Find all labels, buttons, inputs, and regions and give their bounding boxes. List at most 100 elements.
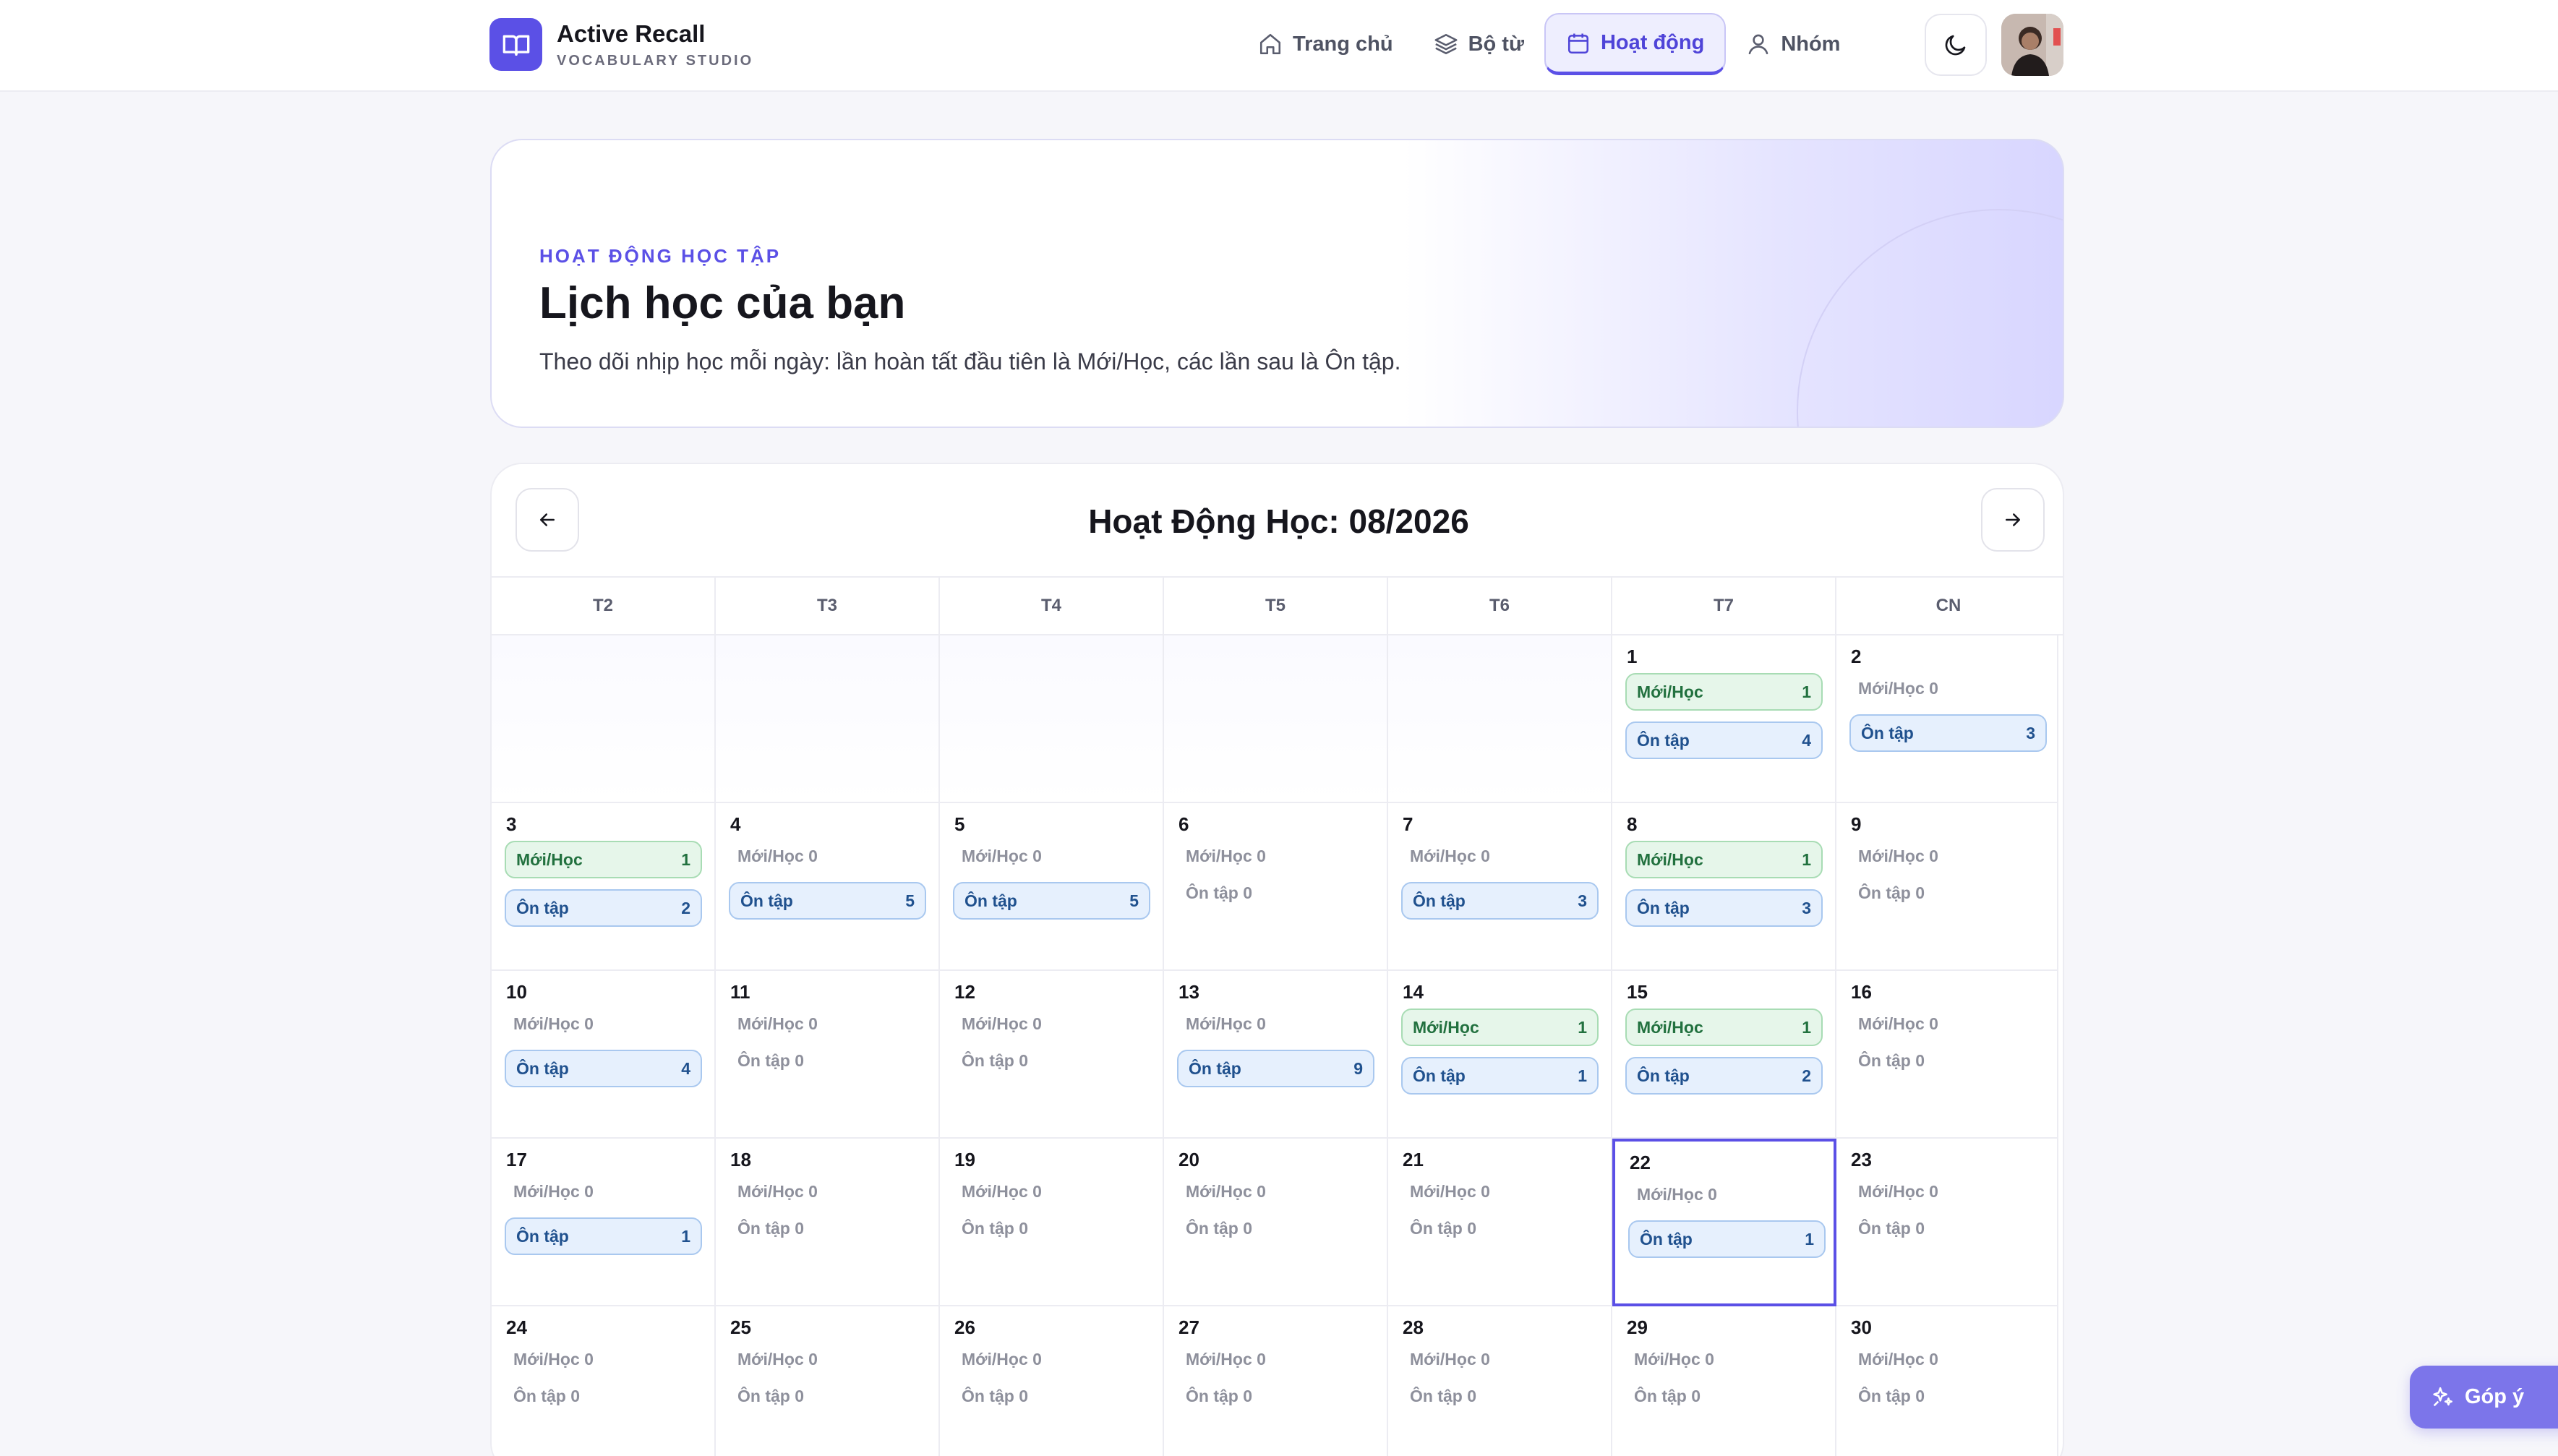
new-learn-count: 0	[808, 847, 818, 865]
day-cell[interactable]: 12 Mới/Học 0 Ôn tập 0	[940, 971, 1164, 1139]
review-stat: Ôn tập 0	[737, 1051, 804, 1071]
nav-activity[interactable]: Hoạt động	[1544, 13, 1727, 75]
nav-group[interactable]: Nhóm	[1726, 13, 1860, 75]
review-label: Ôn tập	[962, 1387, 1014, 1405]
day-cell[interactable]: 8 Mới/Học 1 Ôn tập 3	[1612, 803, 1836, 971]
weekday-header: T2 T3 T4 T5 T6 T7 CN	[492, 576, 2063, 635]
day-cell[interactable]: 17 Mới/Học 0 Ôn tập 1	[492, 1139, 716, 1306]
day-cell[interactable]: 25 Mới/Học 0 Ôn tập 0	[716, 1306, 940, 1456]
review-stat: Ôn tập 0	[737, 1387, 804, 1406]
new-learn-count: 0	[808, 1350, 818, 1369]
review-label: Ôn tập	[964, 891, 1017, 910]
hero-card: HOẠT ĐỘNG HỌC TẬP Lịch học của bạn Theo …	[490, 139, 2064, 428]
day-cell[interactable]: 27 Mới/Học 0 Ôn tập 0	[1164, 1306, 1388, 1456]
day-number: 16	[1851, 981, 1872, 1003]
new-learn-count: 0	[1929, 1350, 1938, 1369]
review-count: 3	[2026, 723, 2035, 742]
hero-description: Theo dõi nhịp học mỗi ngày: lần hoàn tất…	[539, 348, 1401, 374]
day-cell[interactable]: 21 Mới/Học 0 Ôn tập 0	[1388, 1139, 1612, 1306]
day-cell[interactable]: 24 Mới/Học 0 Ôn tập 0	[492, 1306, 716, 1456]
nav-home[interactable]: Trang chủ	[1238, 13, 1413, 75]
today-cell[interactable]: 22 Mới/Học 0 Ôn tập 1	[1612, 1139, 1836, 1306]
day-cell[interactable]: 10 Mới/Học 0 Ôn tập 4	[492, 971, 716, 1139]
new-learn-count: 0	[1481, 847, 1490, 865]
day-cell[interactable]: 23 Mới/Học 0 Ôn tập 0	[1836, 1139, 2058, 1306]
review-count: 0	[1019, 1387, 1029, 1405]
new-learn-stat: Mới/Học 0	[1858, 1014, 1938, 1034]
day-cell[interactable]: 15 Mới/Học 1 Ôn tập 2	[1612, 971, 1836, 1139]
user-avatar[interactable]	[2001, 14, 2063, 76]
new-learn-label: Mới/Học	[1634, 1350, 1701, 1369]
review-label: Ôn tập	[962, 1051, 1014, 1070]
new-learn-count: 0	[1032, 847, 1042, 865]
new-learn-label: Mới/Học	[1410, 847, 1476, 865]
calendar-title: Hoạt Động Học: 08/2026	[1088, 502, 1469, 540]
new-learn-label: Mới/Học	[1858, 1014, 1925, 1033]
review-badge: Ôn tập 9	[1177, 1050, 1374, 1087]
day-cell[interactable]: 26 Mới/Học 0 Ôn tập 0	[940, 1306, 1164, 1456]
day-cell[interactable]: 16 Mới/Học 0 Ôn tập 0	[1836, 971, 2058, 1139]
day-cell[interactable]: 2 Mới/Học 0 Ôn tập 3	[1836, 635, 2058, 803]
day-number: 24	[506, 1316, 527, 1338]
nav-group-label: Nhóm	[1781, 32, 1841, 56]
review-count: 0	[1243, 1387, 1253, 1405]
day-number: 25	[730, 1316, 751, 1338]
review-badge: Ôn tập 3	[1625, 889, 1823, 927]
day-cell[interactable]: 30 Mới/Học 0 Ôn tập 0	[1836, 1306, 2058, 1456]
review-count: 1	[1805, 1229, 1814, 1249]
day-cell[interactable]: 6 Mới/Học 0 Ôn tập 0	[1164, 803, 1388, 971]
nav-word-sets[interactable]: Bộ từ	[1413, 13, 1544, 75]
new-learn-stat: Mới/Học 0	[962, 1182, 1042, 1202]
day-cell[interactable]: 3 Mới/Học 1 Ôn tập 2	[492, 803, 716, 971]
feedback-label: Góp ý	[2465, 1385, 2525, 1408]
review-label: Ôn tập	[1858, 883, 1911, 902]
new-learn-badge: Mới/Học 1	[1625, 1009, 1823, 1046]
new-learn-count: 1	[1802, 1017, 1811, 1037]
review-label: Ôn tập	[1637, 730, 1690, 750]
new-learn-count: 0	[1705, 1350, 1714, 1369]
day-cell[interactable]: 5 Mới/Học 0 Ôn tập 5	[940, 803, 1164, 971]
new-learn-count: 0	[1481, 1350, 1490, 1369]
feedback-button[interactable]: Góp ý	[2410, 1366, 2558, 1429]
new-learn-stat: Mới/Học 0	[513, 1014, 594, 1034]
day-cell[interactable]: 1 Mới/Học 1 Ôn tập 4	[1612, 635, 1836, 803]
day-cell[interactable]: 7 Mới/Học 0 Ôn tập 3	[1388, 803, 1612, 971]
home-icon	[1259, 33, 1281, 55]
previous-month-button[interactable]	[516, 488, 579, 552]
day-cell[interactable]: 13 Mới/Học 0 Ôn tập 9	[1164, 971, 1388, 1139]
next-month-button[interactable]	[1981, 488, 2045, 552]
day-cell[interactable]: 28 Mới/Học 0 Ôn tập 0	[1388, 1306, 1612, 1456]
day-cell[interactable]: 29 Mới/Học 0 Ôn tập 0	[1612, 1306, 1836, 1456]
day-cell[interactable]: 4 Mới/Học 0 Ôn tập 5	[716, 803, 940, 971]
review-badge: Ôn tập 4	[1625, 721, 1823, 759]
new-learn-label: Mới/Học	[962, 1350, 1028, 1369]
brand[interactable]: Active Recall VOCABULARY STUDIO	[489, 18, 753, 71]
new-learn-count: 1	[1578, 1017, 1587, 1037]
new-learn-count: 0	[1929, 1182, 1938, 1201]
review-stat: Ôn tập 0	[1858, 1387, 1925, 1406]
day-cell[interactable]: 11 Mới/Học 0 Ôn tập 0	[716, 971, 940, 1139]
new-learn-stat: Mới/Học 0	[1858, 1182, 1938, 1202]
day-cell[interactable]: 14 Mới/Học 1 Ôn tập 1	[1388, 971, 1612, 1139]
day-cell[interactable]: 18 Mới/Học 0 Ôn tập 0	[716, 1139, 940, 1306]
nav-word-sets-label: Bộ từ	[1468, 32, 1524, 56]
review-stat: Ôn tập 0	[1858, 1051, 1925, 1071]
review-stat: Ôn tập 0	[1410, 1219, 1476, 1238]
new-learn-label: Mới/Học	[1858, 847, 1925, 865]
day-cell[interactable]: 19 Mới/Học 0 Ôn tập 0	[940, 1139, 1164, 1306]
theme-toggle-button[interactable]	[1925, 14, 1987, 76]
review-stat: Ôn tập 0	[962, 1387, 1028, 1406]
review-label: Ôn tập	[1186, 1387, 1239, 1405]
review-count: 9	[1353, 1058, 1363, 1078]
review-count: 2	[1802, 1066, 1811, 1085]
day-cell[interactable]: 9 Mới/Học 0 Ôn tập 0	[1836, 803, 2058, 971]
review-label: Ôn tập	[1634, 1387, 1687, 1405]
empty-day-cell	[1388, 635, 1612, 803]
empty-day-cell	[716, 635, 940, 803]
weekday-label: T2	[492, 578, 716, 634]
new-learn-count: 1	[681, 849, 690, 869]
user-icon	[1748, 34, 1768, 55]
new-learn-stat: Mới/Học 0	[737, 1014, 818, 1034]
day-number: 20	[1179, 1149, 1199, 1170]
day-cell[interactable]: 20 Mới/Học 0 Ôn tập 0	[1164, 1139, 1388, 1306]
